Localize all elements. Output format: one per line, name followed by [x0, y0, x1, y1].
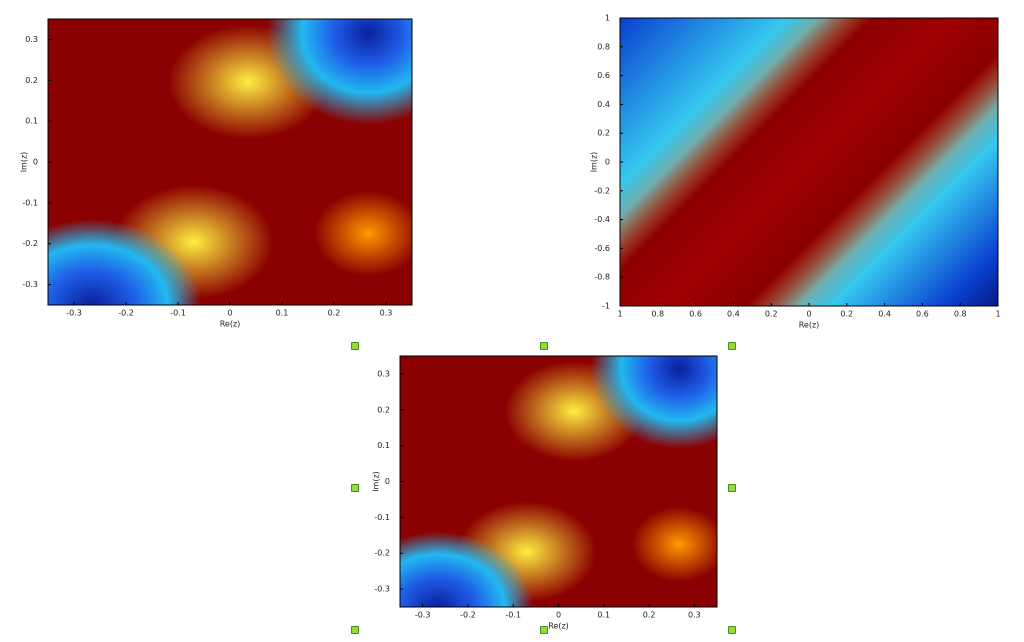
selection-handle[interactable]	[728, 342, 736, 350]
x-tick-label: 0.1	[597, 611, 610, 620]
x-tick-label: 0.2	[328, 309, 341, 318]
plot-frame	[619, 17, 999, 307]
x-tick-label: 0.2	[840, 310, 853, 319]
y-tick-label: -0.3	[22, 280, 38, 289]
x-tick-label: 0.8	[954, 310, 967, 319]
x-tick-label: 1	[995, 310, 1000, 319]
y-tick-label: -0.1	[374, 513, 390, 522]
x-tick-label: -0.3	[415, 611, 431, 620]
x-tick-label: 0	[556, 611, 561, 620]
y-tick-label: 1	[605, 14, 610, 23]
y-tick-label: -1	[602, 302, 610, 311]
x-axis-label: Re(z)	[799, 321, 820, 330]
y-tick-label: 0	[605, 158, 610, 167]
selection-handle[interactable]	[728, 484, 736, 492]
y-tick-label: 0.2	[25, 76, 38, 85]
y-tick-label: 0.6	[597, 71, 610, 80]
y-tick-label: 0.2	[377, 405, 390, 414]
selection-handle[interactable]	[728, 626, 736, 634]
y-tick-label: 0.1	[25, 117, 38, 126]
x-tick-label: -0.3	[66, 309, 82, 318]
y-axis-label: Im(z)	[372, 471, 381, 492]
x-tick-label: 0.6	[689, 310, 702, 319]
x-tick-label: 0	[806, 310, 811, 319]
y-tick-label: 0.4	[597, 100, 610, 109]
fractal-image	[620, 18, 998, 306]
x-tick-label: 0.4	[727, 310, 740, 319]
y-tick-label: -0.8	[594, 273, 610, 282]
selection-handle[interactable]	[540, 626, 548, 634]
x-tick-label: 0.3	[380, 309, 393, 318]
x-tick-label: 1	[617, 310, 622, 319]
plot-frame	[47, 18, 413, 306]
selection-handle[interactable]	[351, 342, 359, 350]
x-tick-label: -0.2	[118, 309, 134, 318]
x-tick-label: 0.4	[878, 310, 891, 319]
x-tick-label: -0.1	[505, 611, 521, 620]
y-axis-label: Im(z)	[20, 152, 29, 173]
x-tick-label: 0.8	[651, 310, 664, 319]
x-tick-label: 0.2	[765, 310, 778, 319]
plot-frame	[399, 355, 718, 608]
x-tick-label: -0.1	[170, 309, 186, 318]
x-tick-label: -0.2	[460, 611, 476, 620]
y-tick-label: -0.2	[374, 549, 390, 558]
y-tick-label: -0.6	[594, 244, 610, 253]
y-tick-label: -0.1	[22, 198, 38, 207]
selection-handle[interactable]	[351, 484, 359, 492]
y-tick-label: -0.4	[594, 215, 610, 224]
y-tick-label: 0	[385, 477, 390, 486]
x-tick-label: 0.2	[643, 611, 656, 620]
y-tick-label: 0.3	[25, 35, 38, 44]
y-tick-label: 0.8	[597, 42, 610, 51]
fractal-image	[48, 19, 412, 305]
x-tick-label: 0.6	[916, 310, 929, 319]
y-tick-label: 0.2	[597, 129, 610, 138]
y-axis-label: Im(z)	[590, 152, 599, 173]
y-tick-label: 0	[33, 158, 38, 167]
fractal-image	[400, 356, 717, 607]
y-tick-label: -0.2	[594, 186, 610, 195]
y-tick-label: -0.2	[22, 239, 38, 248]
y-tick-label: 0.3	[377, 369, 390, 378]
y-tick-label: 0.1	[377, 441, 390, 450]
y-tick-label: -0.3	[374, 585, 390, 594]
x-tick-label: 0.3	[688, 611, 701, 620]
selection-handle[interactable]	[540, 342, 548, 350]
x-axis-label: Re(z)	[548, 622, 569, 631]
selection-handle[interactable]	[351, 626, 359, 634]
x-tick-label: 0.1	[276, 309, 289, 318]
x-axis-label: Re(z)	[220, 320, 241, 329]
x-tick-label: 0	[227, 309, 232, 318]
